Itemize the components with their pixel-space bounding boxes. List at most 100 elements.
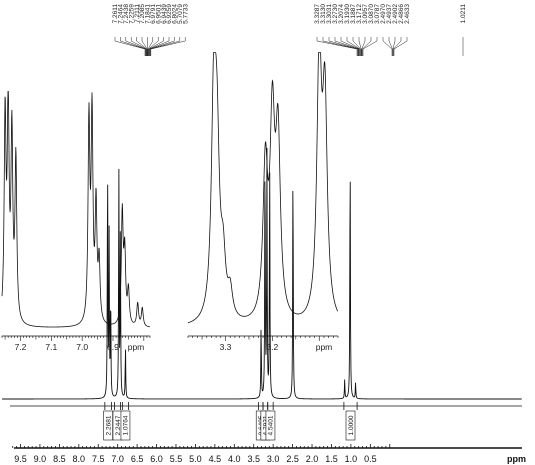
x-tick-label: 6.0 <box>150 454 163 464</box>
inset-aromatic-region: 7.2 7.1 7.0 6.9 ppm <box>1 90 151 352</box>
peak-label-leader <box>147 37 154 56</box>
x-tick-label: 9.5 <box>14 454 27 464</box>
peak-label-leader <box>136 37 148 56</box>
inset-right-tick-label: 3.2 <box>266 342 278 352</box>
peak-label: 3.0957 <box>362 4 369 24</box>
main-spectrum <box>2 147 522 400</box>
integral-box <box>345 410 356 441</box>
peak-label-leader <box>149 37 175 56</box>
peak-label-leader <box>340 37 360 56</box>
peak-label-leader <box>141 37 148 56</box>
peak-label: 2.4866 <box>398 4 405 24</box>
x-tick-label: 2.0 <box>306 454 319 464</box>
spectrum-trace <box>2 147 522 400</box>
peak-label: 3.3130 <box>320 4 327 24</box>
peak-label-leader <box>392 37 396 56</box>
peak-label: 6.9501 <box>155 4 162 24</box>
peak-label: 5.7079 <box>177 4 184 24</box>
peak-label: 3.1887 <box>350 4 357 24</box>
peak-label: 2.4937 <box>386 4 393 24</box>
inset-right-tick-label: 3.3 <box>220 342 232 352</box>
x-tick-label: 1.5 <box>325 454 338 464</box>
integral-box <box>265 410 276 441</box>
peak-label-leader <box>362 37 378 56</box>
peak-label: 3.0787 <box>374 4 381 24</box>
peak-label: 6.8024 <box>172 4 179 24</box>
peak-label: 2.4902 <box>392 4 399 24</box>
peak-label: 5.7733 <box>182 4 189 24</box>
peak-label-leader <box>149 37 170 56</box>
inset-left-tick-label: 6.9 <box>107 342 119 352</box>
peak-label: 7.2259 <box>128 4 135 24</box>
peak-label-leader <box>346 37 361 56</box>
inset-right-axis-title: ppm <box>316 342 333 352</box>
peak-label: 7.1841 <box>145 4 152 24</box>
peak-label-leader <box>316 37 358 56</box>
peak-label-leader <box>120 37 146 56</box>
integral-value: 1.0000 <box>348 415 355 435</box>
inset-left-tick-label: 7.0 <box>76 342 88 352</box>
peak-label-leader <box>352 37 361 56</box>
x-tick-label: 4.5 <box>209 454 222 464</box>
x-tick-label: 2.5 <box>286 454 299 464</box>
integral-value: 2.2681 <box>105 415 112 435</box>
integral-value: 2.2447 <box>115 415 122 435</box>
integral-value: 4.5401 <box>268 415 275 435</box>
inset-left-axis-title: ppm <box>128 342 145 352</box>
integral-value: 1.0764 <box>123 415 130 435</box>
inset-right-trace <box>187 52 339 324</box>
x-tick-label: 5.5 <box>170 454 183 464</box>
peak-label-leader <box>150 37 181 56</box>
peak-label-group: 7.26117.24647.24387.22597.21117.20857.18… <box>112 4 467 56</box>
inset-aliphatic-region: 3.3 3.2 ppm <box>187 52 339 352</box>
peak-label: 3.0870 <box>368 4 375 24</box>
peak-label: 2.4633 <box>404 4 411 24</box>
x-tick-label: 8.5 <box>53 454 66 464</box>
peak-label: 7.2611 <box>112 4 119 24</box>
peak-label: 2.4970 <box>380 4 387 24</box>
integral-box <box>120 410 131 441</box>
peak-label: 3.1712 <box>356 4 363 24</box>
peak-label-leader <box>130 37 147 56</box>
x-tick-label: 7.0 <box>111 454 124 464</box>
peak-label-leader <box>125 37 147 56</box>
peak-label-leader <box>328 37 359 56</box>
peak-label-leader <box>393 37 408 56</box>
peak-label-leader <box>361 37 366 56</box>
peak-label: 3.2730 <box>332 4 339 24</box>
x-tick-label: 0.5 <box>364 454 377 464</box>
peak-label: 3.3031 <box>326 4 333 24</box>
peak-label: 6.9439 <box>161 4 168 24</box>
x-axis-title: ppm <box>507 454 526 464</box>
x-tick-label: 1.0 <box>345 454 358 464</box>
peak-label-leader <box>393 37 402 56</box>
peak-label: 6.9791 <box>150 4 157 24</box>
x-axis: 9.5 9.0 8.5 8.0 7.5 7.0 6.5 6.0 5.5 5.0 4.5 4.0 3.5 3… <box>12 444 526 464</box>
peak-label-leader <box>362 37 372 56</box>
peak-label-leader <box>388 37 393 56</box>
peak-label: 3.1930 <box>344 4 351 24</box>
inset-left-tick-label: 7.2 <box>15 342 27 352</box>
peak-label: 1.0211 <box>460 4 467 24</box>
x-tick-label: 3.5 <box>247 454 260 464</box>
peak-label-leader <box>148 37 159 56</box>
peak-label-leader <box>322 37 358 56</box>
peak-label-leader <box>382 37 393 56</box>
peak-label-leader <box>114 37 146 56</box>
inset-left-trace <box>1 90 150 328</box>
x-tick-label: 6.5 <box>131 454 144 464</box>
peak-label: 3.2074 <box>338 4 345 24</box>
peak-label: 7.2438 <box>123 4 130 24</box>
x-tick-label: 8.0 <box>73 454 86 464</box>
peak-label: 7.2085 <box>139 4 146 24</box>
peak-label: 3.3287 <box>314 4 321 24</box>
peak-label-leader <box>148 37 164 56</box>
peak-label-leader <box>358 37 362 56</box>
peak-label-leader <box>150 37 186 56</box>
peak-label: 6.9259 <box>166 4 173 24</box>
x-tick-label: 4.0 <box>228 454 241 464</box>
inset-left-tick-label: 7.1 <box>45 342 57 352</box>
integral-box <box>103 410 113 441</box>
peak-label: 7.2464 <box>118 4 125 24</box>
